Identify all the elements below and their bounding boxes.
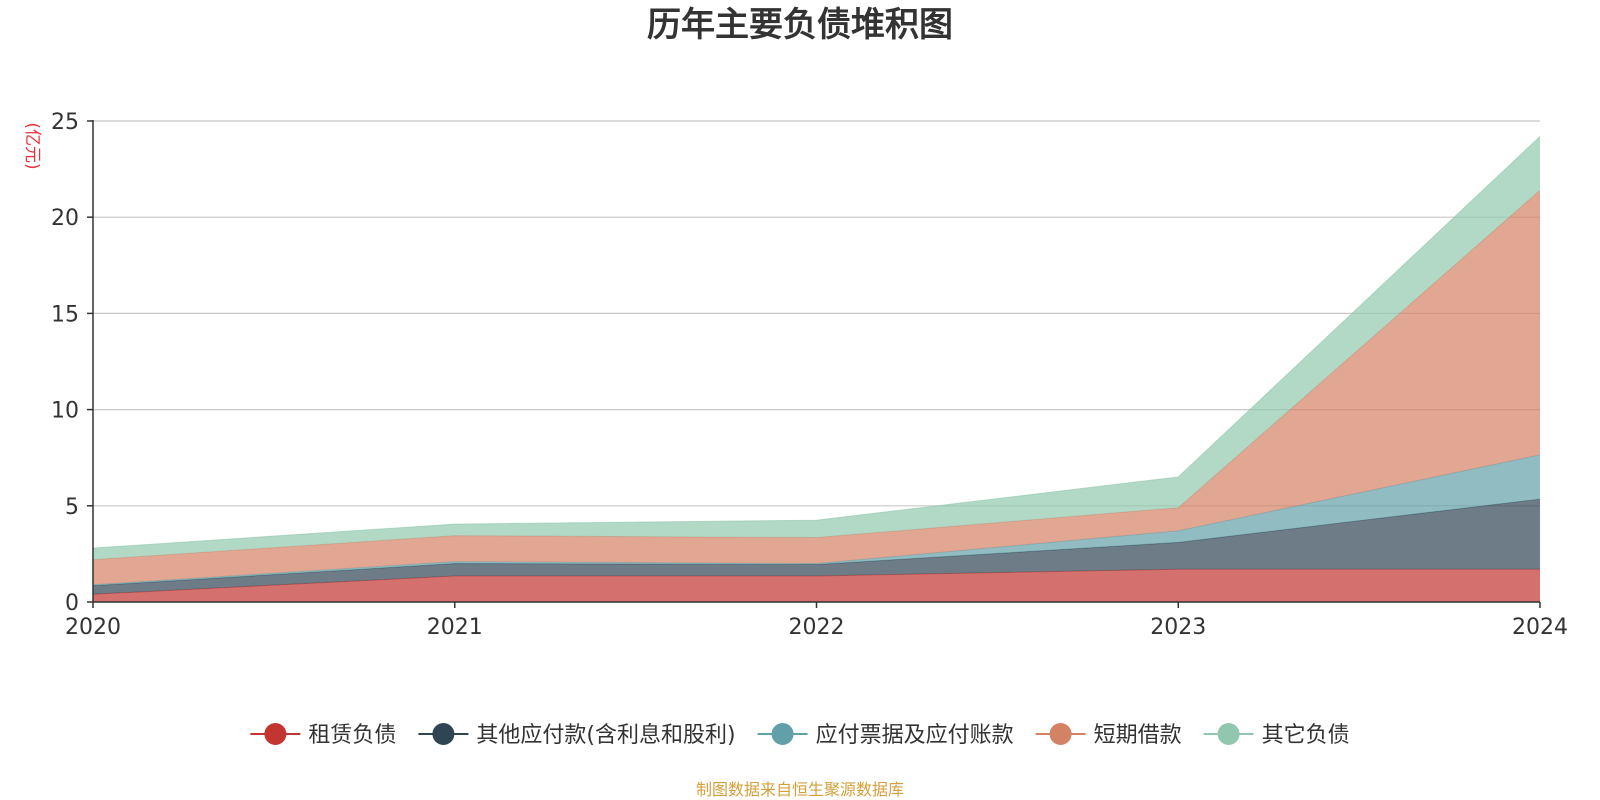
y-tick-label: 5 xyxy=(65,495,79,520)
legend-marker xyxy=(264,723,287,745)
y-tick-label: 25 xyxy=(51,110,79,135)
chart-title: 历年主要负债堆积图 xyxy=(647,5,953,45)
area-series-1 xyxy=(93,569,1540,602)
legend-item-1[interactable]: 租赁负债 xyxy=(250,723,396,748)
x-tick-label: 2021 xyxy=(427,615,483,640)
y-tick-label: 0 xyxy=(65,591,79,616)
area-edge-series-5 xyxy=(92,136,1541,549)
legend[interactable]: 租赁负债 其他应付款(含利息和股利) 应付票据及应付账款 短期借款 其它负债 xyxy=(250,723,1350,748)
legend-label: 租赁负债 xyxy=(308,723,396,748)
y-tick-label: 10 xyxy=(51,399,79,424)
y-axis-unit-label: (亿元) xyxy=(22,122,42,169)
legend-label: 其它负债 xyxy=(1262,723,1350,748)
area-series-3 xyxy=(93,454,1540,586)
x-tick-label: 2024 xyxy=(1512,615,1568,640)
legend-label: 其他应付款(含利息和股利) xyxy=(476,723,735,748)
legend-label: 短期借款 xyxy=(1094,723,1182,748)
legend-marker xyxy=(1049,723,1072,745)
area-series-2 xyxy=(93,499,1540,595)
y-tick-label: 15 xyxy=(51,302,79,327)
legend-item-5[interactable]: 其它负债 xyxy=(1203,723,1350,748)
legend-label: 应付票据及应付账款 xyxy=(816,723,1014,748)
legend-marker xyxy=(771,723,794,745)
y-tick-label: 20 xyxy=(51,206,79,231)
x-tick-label: 2020 xyxy=(65,615,121,640)
data-source-note: 制图数据来自恒生聚源数据库 xyxy=(696,780,904,799)
x-tick-label: 2023 xyxy=(1150,615,1206,640)
legend-item-4[interactable]: 短期借款 xyxy=(1035,723,1182,748)
legend-item-2[interactable]: 其他应付款(含利息和股利) xyxy=(418,723,736,748)
area-series-group xyxy=(92,136,1541,602)
legend-marker xyxy=(432,723,455,745)
legend-marker xyxy=(1217,723,1240,745)
axes: 0 5 10 15 20 25 2020 2021 2022 2023 2024 xyxy=(51,110,1568,640)
legend-item-3[interactable]: 应付票据及应付账款 xyxy=(757,723,1014,748)
x-tick-label: 2022 xyxy=(789,615,845,640)
